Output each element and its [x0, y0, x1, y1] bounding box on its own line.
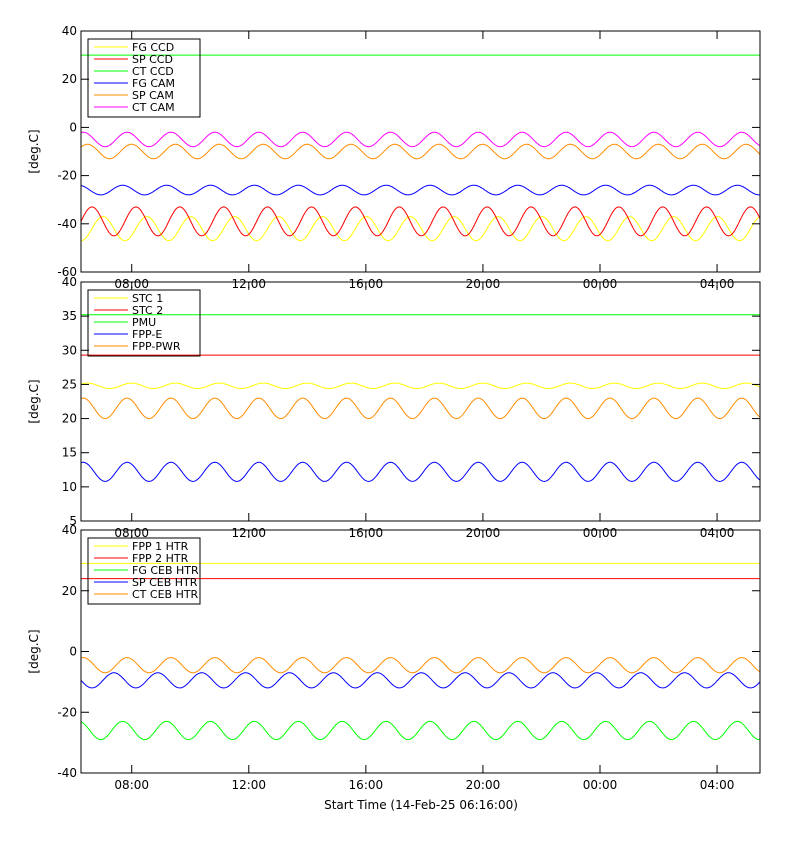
- series-line-ct-ceb-htr: [80, 657, 761, 674]
- panels: -60 -40 -20 0 20 40 08:00 12:00 16:00 20:00 00:00 0…: [27, 24, 761, 792]
- x-tick-label: 00:00: [583, 778, 618, 792]
- series-line-fpp-pwr: [80, 397, 761, 420]
- x-tick-label: 08:00: [114, 778, 149, 792]
- series-line-sp-cam: [80, 143, 761, 160]
- y-tick-label: 0: [69, 120, 77, 134]
- legend-label: CT CCD: [132, 65, 174, 78]
- y-tick-label: 25: [62, 377, 77, 391]
- y-tick-label: 35: [62, 309, 77, 323]
- legend-label: FG CEB HTR: [132, 564, 199, 577]
- series-line-ct-cam: [80, 131, 761, 148]
- legend-label: STC 2: [132, 304, 163, 317]
- series-line-fpp-e: [80, 461, 761, 482]
- y-tick-label: -40: [57, 766, 77, 780]
- y-tick-label: 40: [62, 24, 77, 38]
- series-line-sp-ccd: [80, 206, 761, 237]
- y-tick-label: 20: [62, 584, 77, 598]
- y-tick-label: 20: [62, 72, 77, 86]
- legend-box: [87, 537, 201, 605]
- y-tick-label: -20: [57, 169, 77, 183]
- legend-label: PMU: [132, 316, 156, 329]
- legend-label: FPP 1 HTR: [132, 540, 189, 553]
- y-tick-label: 5: [69, 514, 77, 528]
- legend-box: [87, 38, 201, 118]
- x-tick-label: 16:00: [349, 778, 384, 792]
- legend-label: SP CCD: [132, 53, 173, 66]
- y-tick-label: -40: [57, 217, 77, 231]
- legend-label: FPP-PWR: [132, 340, 181, 353]
- plot-frame: [80, 30, 761, 273]
- x-axis-label: Start Time (14-Feb-25 06:16:00): [324, 798, 518, 812]
- x-tick-label: 20:00: [466, 778, 501, 792]
- y-tick-label: 15: [62, 446, 77, 460]
- y-tick-label: 20: [62, 412, 77, 426]
- y-tick-label: 0: [69, 645, 77, 659]
- panel-3: -40 -20 0 20 40 08:00 12:00 16:00 20:00 00:00 04:0…: [27, 523, 761, 792]
- legend-label: FG CAM: [132, 77, 175, 90]
- y-axis-label: [deg.C]: [27, 129, 41, 173]
- y-axis-label: [deg.C]: [27, 379, 41, 423]
- series-line-sp-ceb-htr: [80, 672, 761, 689]
- x-tick-label: 04:00: [700, 778, 735, 792]
- series-line-fg-ceb-htr: [80, 720, 761, 741]
- x-tick-label: 12:00: [231, 778, 266, 792]
- legend-label: CT CEB HTR: [132, 588, 199, 601]
- legend-label: FPP 2 HTR: [132, 552, 189, 565]
- legend-label: FG CCD: [132, 41, 174, 54]
- series-line-stc-1: [80, 382, 761, 389]
- legend-label: STC 1: [132, 292, 163, 305]
- series-line-fg-ccd: [80, 216, 761, 242]
- y-tick-label: -60: [57, 265, 77, 279]
- y-tick-label: -20: [57, 705, 77, 719]
- legend-label: FPP-E: [132, 328, 162, 341]
- legend-label: SP CAM: [132, 89, 174, 102]
- y-tick-label: 30: [62, 343, 77, 357]
- plot-frame: [80, 281, 761, 522]
- legend-label: CT CAM: [132, 101, 175, 114]
- series-line-fg-cam: [80, 184, 760, 196]
- y-tick-label: 40: [62, 275, 77, 289]
- y-tick-label: 10: [62, 480, 77, 494]
- y-axis-label: [deg.C]: [27, 629, 41, 673]
- y-tick-label: 40: [62, 523, 77, 537]
- legend-box: [87, 289, 201, 357]
- legend-label: SP CEB HTR: [132, 576, 198, 589]
